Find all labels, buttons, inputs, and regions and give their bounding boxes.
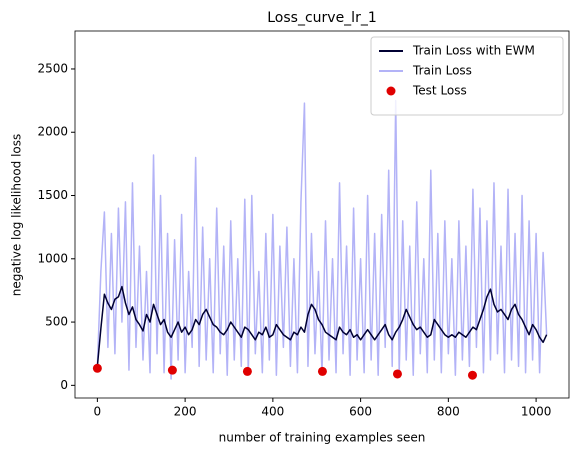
x-tick-label: 600 <box>349 405 372 419</box>
legend-marker <box>386 86 396 96</box>
plot-frame <box>74 30 570 399</box>
chart-title: Loss_curve_lr_1 <box>267 10 376 26</box>
legend-label: Test Loss <box>412 84 467 98</box>
y-tick-label: 0 <box>60 378 68 392</box>
y-axis-label: negative log likelihood loss <box>10 134 24 297</box>
point <box>167 365 177 375</box>
legend-box <box>370 36 564 116</box>
x-tick-label: 1000 <box>521 405 552 419</box>
legend-label: Train Loss <box>412 64 472 78</box>
point <box>317 366 327 376</box>
line <box>96 99 548 380</box>
y-tick-label: 1000 <box>37 251 68 265</box>
y-tick-label: 2500 <box>37 61 68 75</box>
x-tick-label: 200 <box>174 405 197 419</box>
point <box>242 366 252 376</box>
point <box>92 363 102 373</box>
legend-label: Train Loss with EWM <box>412 44 535 58</box>
point <box>392 369 402 379</box>
x-tick-label: 800 <box>437 405 460 419</box>
y-tick-label: 1500 <box>37 188 68 202</box>
point <box>467 370 477 380</box>
y-tick-label: 2000 <box>37 125 68 139</box>
x-tick-label: 400 <box>261 405 284 419</box>
y-tick-label: 500 <box>45 315 68 329</box>
line <box>96 285 548 367</box>
x-axis-label: number of training examples seen <box>219 431 426 445</box>
x-tick-label: 0 <box>94 405 102 419</box>
